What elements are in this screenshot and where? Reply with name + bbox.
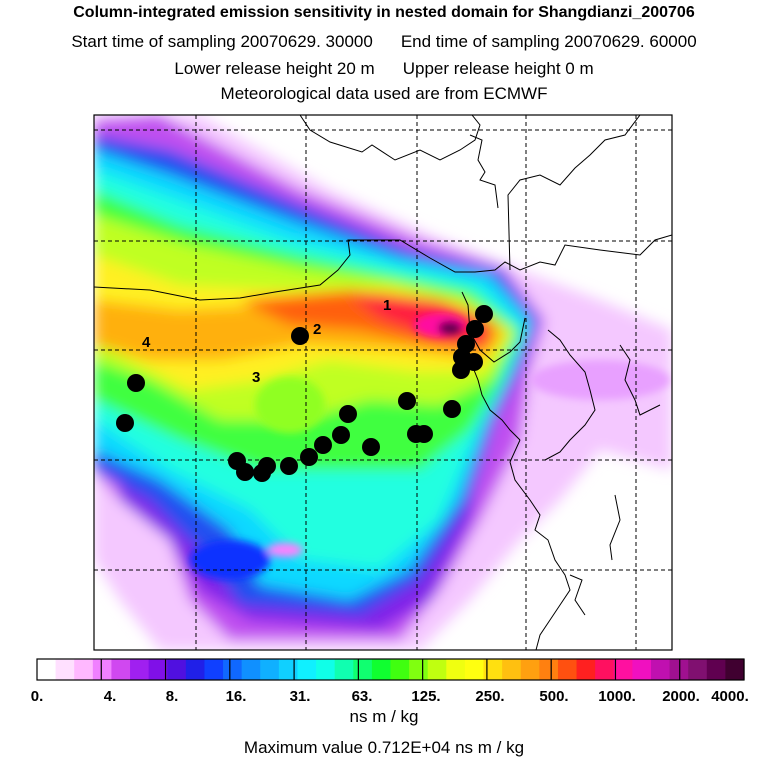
colorbar-cell bbox=[241, 659, 261, 680]
receptor-dot bbox=[443, 400, 461, 418]
colorbar-cell bbox=[427, 659, 447, 680]
colorbar-cell bbox=[185, 659, 206, 680]
receptor-dot bbox=[398, 392, 416, 410]
sensitivity-field: 1 2 3 4 bbox=[94, 115, 672, 650]
colorbar-cell bbox=[111, 659, 131, 680]
colorbar-tick-lines bbox=[100, 659, 681, 680]
coastline-lines bbox=[94, 115, 672, 650]
colorbar-cell bbox=[483, 659, 503, 680]
colorbar-cell bbox=[557, 659, 578, 680]
colorbar-tick: 0. bbox=[31, 688, 44, 705]
receptor-dot bbox=[228, 452, 246, 470]
release-heights: Lower release height 20 m Upper release h… bbox=[0, 59, 768, 79]
region-label-4: 4 bbox=[142, 334, 151, 351]
colorbar-cell bbox=[353, 659, 373, 680]
colorbar-tick: 16. bbox=[226, 688, 247, 705]
colorbar-cell bbox=[167, 659, 187, 680]
colorbar-cell bbox=[223, 659, 243, 680]
region-label-3: 3 bbox=[252, 369, 260, 386]
colorbar-frame bbox=[36, 658, 745, 681]
receptor-dot bbox=[475, 305, 493, 323]
receptor-dot bbox=[300, 448, 318, 466]
colorbar-cell bbox=[464, 659, 485, 680]
receptor-dot bbox=[116, 414, 134, 432]
colorbar-cell bbox=[539, 659, 559, 680]
colorbar-cell bbox=[204, 659, 224, 680]
colorbar-cell bbox=[613, 659, 633, 680]
colorbar-units: ns m / kg bbox=[349, 707, 419, 726]
met-data-text: Meteorological data used are from ECMWF bbox=[220, 84, 548, 103]
receptor-dot bbox=[452, 361, 470, 379]
colorbar-cell bbox=[130, 659, 150, 680]
colorbar-tick: 1000. bbox=[598, 688, 636, 705]
colorbar-cell bbox=[650, 659, 671, 680]
receptor-dot bbox=[314, 436, 332, 454]
receptor-dot bbox=[415, 425, 433, 443]
map-title: Column-integrated emission sensitivity i… bbox=[73, 4, 695, 21]
colorbar-cell bbox=[92, 659, 113, 680]
end-time-text: End time of sampling 20070629. 60000 bbox=[400, 32, 697, 51]
lower-release-text: Lower release height 20 m bbox=[174, 59, 375, 78]
colorbar-cell bbox=[688, 659, 708, 680]
colorbar-cell bbox=[595, 659, 615, 680]
colorbar-tick: 31. bbox=[290, 688, 311, 705]
colorbar-tick: 4000. bbox=[711, 688, 749, 705]
max-value-text: Maximum value 0.712E+04 ns m / kg bbox=[243, 738, 525, 757]
region-labels: 1 2 3 4 bbox=[142, 297, 391, 386]
colorbar-cell bbox=[371, 659, 392, 680]
region-label-1: 1 bbox=[383, 297, 391, 314]
receptor-dot bbox=[280, 457, 298, 475]
upper-release-text: Upper release height 0 m bbox=[402, 59, 594, 78]
receptor-dot bbox=[362, 438, 380, 456]
colorbar-tick: 500. bbox=[539, 688, 568, 705]
colorbar-cell bbox=[725, 659, 745, 680]
colorbar-cell bbox=[297, 659, 317, 680]
colorbar-cell bbox=[74, 659, 94, 680]
colorbar-cell bbox=[390, 659, 410, 680]
receptor-dot bbox=[466, 320, 484, 338]
receptor-dot bbox=[332, 426, 350, 444]
colorbar-cell bbox=[409, 659, 429, 680]
sampling-times: Start time of sampling 20070629. 30000 En… bbox=[0, 32, 768, 52]
colorbar-cell bbox=[632, 659, 652, 680]
receptor-dot bbox=[253, 464, 271, 482]
receptor-dot bbox=[291, 327, 309, 345]
colorbar-cell bbox=[576, 659, 596, 680]
colorbar-tick: 250. bbox=[475, 688, 504, 705]
colorbar-cell bbox=[334, 659, 354, 680]
colorbar-cell bbox=[260, 659, 280, 680]
colorbar-tick: 4. bbox=[104, 688, 117, 705]
colorbar-tick: 2000. bbox=[662, 688, 700, 705]
region-label-2: 2 bbox=[313, 321, 321, 338]
receptor-dots bbox=[116, 305, 493, 482]
colorbar-cell bbox=[278, 659, 299, 680]
colorbar-tick: 125. bbox=[411, 688, 440, 705]
colorbar-tick: 63. bbox=[352, 688, 373, 705]
colorbar-cell bbox=[446, 659, 466, 680]
colorbar-cell bbox=[148, 659, 168, 680]
start-time-text: Start time of sampling 20070629. 30000 bbox=[71, 32, 373, 51]
receptor-dot bbox=[127, 374, 145, 392]
receptor-dot bbox=[339, 405, 357, 423]
colorbar-tick: 8. bbox=[166, 688, 179, 705]
receptor-dot bbox=[465, 353, 483, 371]
colorbar-cell bbox=[316, 659, 336, 680]
colorbar bbox=[37, 659, 745, 680]
colorbar-cell bbox=[706, 659, 726, 680]
colorbar-cell bbox=[520, 659, 540, 680]
colorbar-cell bbox=[502, 659, 522, 680]
colorbar-tick-labels: 0. 4. 8. 16. 31. 63. 125. 250. 500. 1000… bbox=[31, 688, 749, 705]
map-frame bbox=[93, 114, 673, 651]
colorbar-cell bbox=[37, 659, 57, 680]
colorbar-cell bbox=[55, 659, 75, 680]
lat-lon-grid bbox=[94, 115, 672, 650]
